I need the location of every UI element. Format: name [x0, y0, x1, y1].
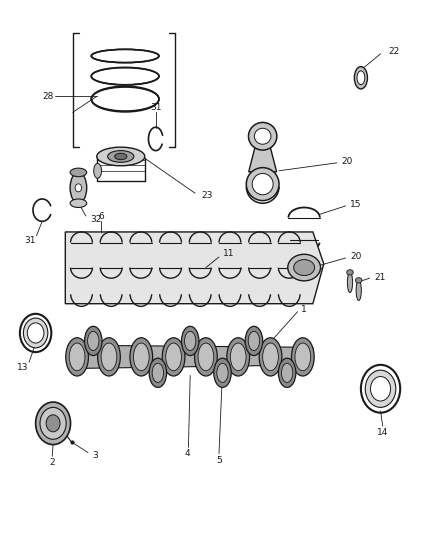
Ellipse shape [198, 343, 214, 370]
Text: 4: 4 [185, 449, 191, 458]
Ellipse shape [46, 415, 60, 432]
Ellipse shape [263, 343, 279, 370]
Ellipse shape [40, 407, 66, 439]
Ellipse shape [101, 343, 117, 370]
Ellipse shape [356, 280, 361, 301]
Ellipse shape [371, 376, 391, 401]
Text: 32: 32 [90, 215, 102, 224]
Text: 22: 22 [389, 47, 399, 55]
Ellipse shape [354, 67, 367, 89]
Ellipse shape [130, 338, 152, 376]
Ellipse shape [70, 199, 87, 207]
Polygon shape [249, 148, 277, 172]
Text: 2: 2 [49, 458, 55, 466]
Ellipse shape [27, 323, 44, 343]
Ellipse shape [282, 364, 293, 382]
Ellipse shape [295, 343, 311, 370]
Ellipse shape [357, 71, 365, 85]
Text: 6: 6 [98, 212, 104, 221]
Ellipse shape [246, 167, 279, 200]
Ellipse shape [85, 326, 102, 356]
Ellipse shape [97, 147, 145, 166]
Text: 21: 21 [374, 273, 386, 281]
Ellipse shape [230, 343, 246, 370]
Ellipse shape [181, 326, 199, 356]
Ellipse shape [356, 278, 362, 283]
Ellipse shape [152, 364, 163, 382]
Text: 15: 15 [350, 200, 361, 209]
Ellipse shape [166, 343, 181, 370]
Ellipse shape [293, 260, 314, 276]
Ellipse shape [254, 128, 271, 144]
Ellipse shape [248, 332, 260, 351]
Ellipse shape [93, 71, 157, 81]
Ellipse shape [184, 332, 196, 351]
Ellipse shape [108, 151, 134, 163]
Ellipse shape [94, 164, 102, 178]
Ellipse shape [248, 123, 277, 150]
Text: 3: 3 [92, 451, 98, 460]
Ellipse shape [75, 184, 81, 192]
Text: 31: 31 [150, 102, 162, 111]
Ellipse shape [70, 172, 87, 203]
Ellipse shape [162, 338, 185, 376]
Ellipse shape [70, 168, 87, 176]
Ellipse shape [98, 338, 120, 376]
Text: 14: 14 [377, 428, 389, 437]
Text: 13: 13 [17, 363, 29, 372]
Ellipse shape [252, 173, 273, 195]
Ellipse shape [134, 343, 149, 370]
Text: 20: 20 [350, 253, 361, 261]
Text: 20: 20 [341, 157, 353, 166]
Ellipse shape [66, 338, 88, 376]
Text: 23: 23 [201, 191, 213, 200]
Ellipse shape [115, 154, 127, 160]
Ellipse shape [291, 338, 314, 376]
Ellipse shape [217, 364, 228, 382]
Ellipse shape [69, 343, 85, 370]
Ellipse shape [35, 402, 71, 445]
Ellipse shape [93, 92, 157, 106]
Ellipse shape [347, 272, 353, 293]
Text: 5: 5 [216, 456, 222, 464]
Ellipse shape [279, 358, 296, 387]
Text: 11: 11 [223, 249, 235, 258]
Ellipse shape [288, 254, 321, 281]
Polygon shape [65, 232, 324, 304]
Ellipse shape [259, 338, 282, 376]
Ellipse shape [347, 270, 353, 275]
Polygon shape [68, 345, 313, 368]
Text: 31: 31 [25, 237, 36, 246]
Ellipse shape [214, 358, 231, 387]
Text: 28: 28 [42, 92, 53, 101]
Ellipse shape [23, 318, 48, 348]
Ellipse shape [245, 326, 263, 356]
Ellipse shape [227, 338, 250, 376]
Ellipse shape [365, 370, 396, 407]
Ellipse shape [88, 332, 99, 351]
Ellipse shape [93, 52, 157, 60]
Ellipse shape [194, 338, 217, 376]
Text: 1: 1 [301, 304, 307, 313]
Ellipse shape [149, 358, 166, 387]
